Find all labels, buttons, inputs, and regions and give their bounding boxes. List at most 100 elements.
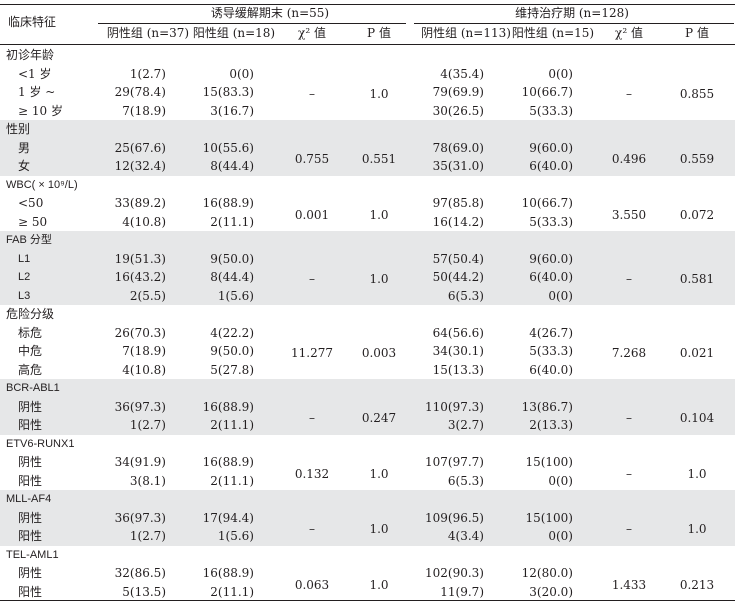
stat-maintenance-chi2: 1.433 [611,577,647,592]
top-rule [0,4,735,5]
stat-induction-p: 1.0 [369,272,389,287]
cell-induction-positive: 2(11.1) [210,584,254,599]
stat-induction-chi2: 0.063 [294,577,330,592]
stat-maintenance-p: 0.104 [679,411,715,425]
cell-induction-negative: 3(8.1) [129,473,166,488]
maintenance-subrule [414,23,734,24]
row-label: 高危 [18,362,43,377]
cell-maintenance-negative: 102(90.3) [425,566,484,580]
header-maintenance-positive: 阳性组 (n=15) [511,26,595,40]
cell-induction-negative: 1(2.7) [129,418,166,432]
header-maintenance-negative: 阴性组 (n=113) [421,26,511,40]
stat-induction-chi2: – [309,522,315,536]
cell-maintenance-positive: 6(40.0) [529,362,573,377]
cell-induction-positive: 15(83.3) [202,85,254,99]
cell-maintenance-positive: 13(86.7) [521,399,573,414]
stat-maintenance-chi2: – [626,466,632,481]
cell-induction-negative: 7(18.9) [122,344,166,358]
section-shading [0,231,735,305]
cell-maintenance-positive: 9(60.0) [529,251,573,266]
cell-maintenance-positive: 6(40.0) [529,270,573,284]
cell-maintenance-negative: 11(9.7) [440,584,484,599]
cell-induction-positive: 2(11.1) [210,473,254,488]
stat-maintenance-p: 0.581 [679,272,715,287]
cell-maintenance-negative: 110(97.3) [425,399,484,414]
cell-induction-negative: 32(86.5) [114,566,166,580]
row-label: 1 岁 ~ [18,85,56,99]
cell-maintenance-negative: 109(96.5) [425,510,484,525]
header-maintenance-chi2: χ² 值 [615,26,643,40]
stat-induction-chi2: 0.755 [294,152,330,166]
row-label: ≥ 10 岁 [18,103,63,118]
stat-maintenance-chi2: 0.496 [611,152,647,166]
stat-induction-p: 0.003 [361,346,397,361]
cell-maintenance-positive: 5(33.3) [529,103,573,118]
stat-maintenance-chi2: – [626,411,632,425]
cell-induction-positive: 16(88.9) [202,566,254,580]
section-title: 危险分级 [6,307,55,321]
stat-induction-chi2: – [309,411,315,425]
cell-maintenance-negative: 79(69.9) [432,85,484,99]
section-title: ETV6-RUNX1 [6,437,75,450]
row-label: 标危 [18,325,43,340]
cell-maintenance-positive: 5(33.3) [529,344,573,358]
stat-induction-chi2: 11.277 [291,346,333,361]
induction-subrule [98,23,406,24]
cell-maintenance-positive: 15(100) [525,510,573,525]
stat-induction-p: 1.0 [369,577,389,592]
cell-induction-negative: 12(32.4) [114,159,166,173]
cell-maintenance-negative: 3(2.7) [447,418,484,432]
cell-maintenance-negative: 6(5.3) [447,473,484,488]
cell-induction-negative: 19(51.3) [114,251,166,266]
cell-induction-positive: 10(55.6) [202,140,254,155]
row-label: 阳性 [18,473,43,488]
row-label: L1 [18,252,31,265]
cell-maintenance-negative: 107(97.7) [425,455,484,469]
cell-induction-positive: 0(0) [229,66,254,81]
cell-induction-positive: 16(88.9) [202,455,254,469]
cell-induction-positive: 17(94.4) [202,510,254,525]
cell-maintenance-negative: 64(56.6) [432,325,484,340]
cell-maintenance-negative: 4(35.4) [440,66,484,81]
section-title: MLL-AF4 [6,493,52,505]
row-label: L3 [18,289,31,302]
cell-maintenance-negative: 16(14.2) [432,214,484,229]
cell-induction-negative: 1(2.7) [129,529,166,543]
section-title: 初诊年龄 [6,48,55,62]
cell-induction-negative: 1(2.7) [129,66,166,81]
header-induction-negative: 阴性组 (n=37) [106,26,190,40]
stat-induction-p: 1.0 [369,466,389,481]
cell-maintenance-positive: 10(66.7) [521,85,573,99]
cell-induction-negative: 34(91.9) [114,455,166,469]
stat-induction-p: 0.551 [361,152,397,166]
section-title: FAB 分型 [6,234,52,246]
cell-maintenance-positive: 12(80.0) [521,566,573,580]
cell-induction-positive: 5(27.8) [210,362,254,377]
row-label: 阴性 [18,566,43,580]
stat-maintenance-p: 0.021 [679,346,715,361]
header-feature: 临床特征 [8,15,57,29]
cell-induction-negative: 4(10.8) [122,214,166,229]
row-label: L2 [18,271,31,283]
cell-maintenance-positive: 5(33.3) [529,214,573,229]
cell-induction-negative: 4(10.8) [122,362,166,377]
header-rule [0,44,735,45]
cell-induction-positive: 1(5.6) [217,288,254,303]
header-induction-group: 诱导缓解期末 (n=55) [210,6,330,20]
cell-maintenance-negative: 35(31.0) [432,159,484,173]
row-label: 阴性 [18,399,43,414]
cell-induction-positive: 2(11.1) [210,214,254,229]
stat-induction-p: 1.0 [369,522,389,536]
stat-maintenance-chi2: – [626,272,632,287]
cell-induction-negative: 33(89.2) [114,196,166,210]
stat-maintenance-p: 1.0 [687,522,707,536]
row-label: 中危 [18,344,43,358]
row-label: 阳性 [18,418,43,432]
stat-maintenance-chi2: 3.550 [611,207,647,222]
cell-induction-negative: 16(43.2) [114,270,166,284]
row-label: 男 [18,140,31,155]
cell-induction-positive: 8(44.4) [210,270,254,284]
cell-induction-positive: 16(88.9) [202,196,254,210]
cell-maintenance-positive: 10(66.7) [521,196,573,210]
header-induction-positive: 阳性组 (n=18) [192,26,276,40]
